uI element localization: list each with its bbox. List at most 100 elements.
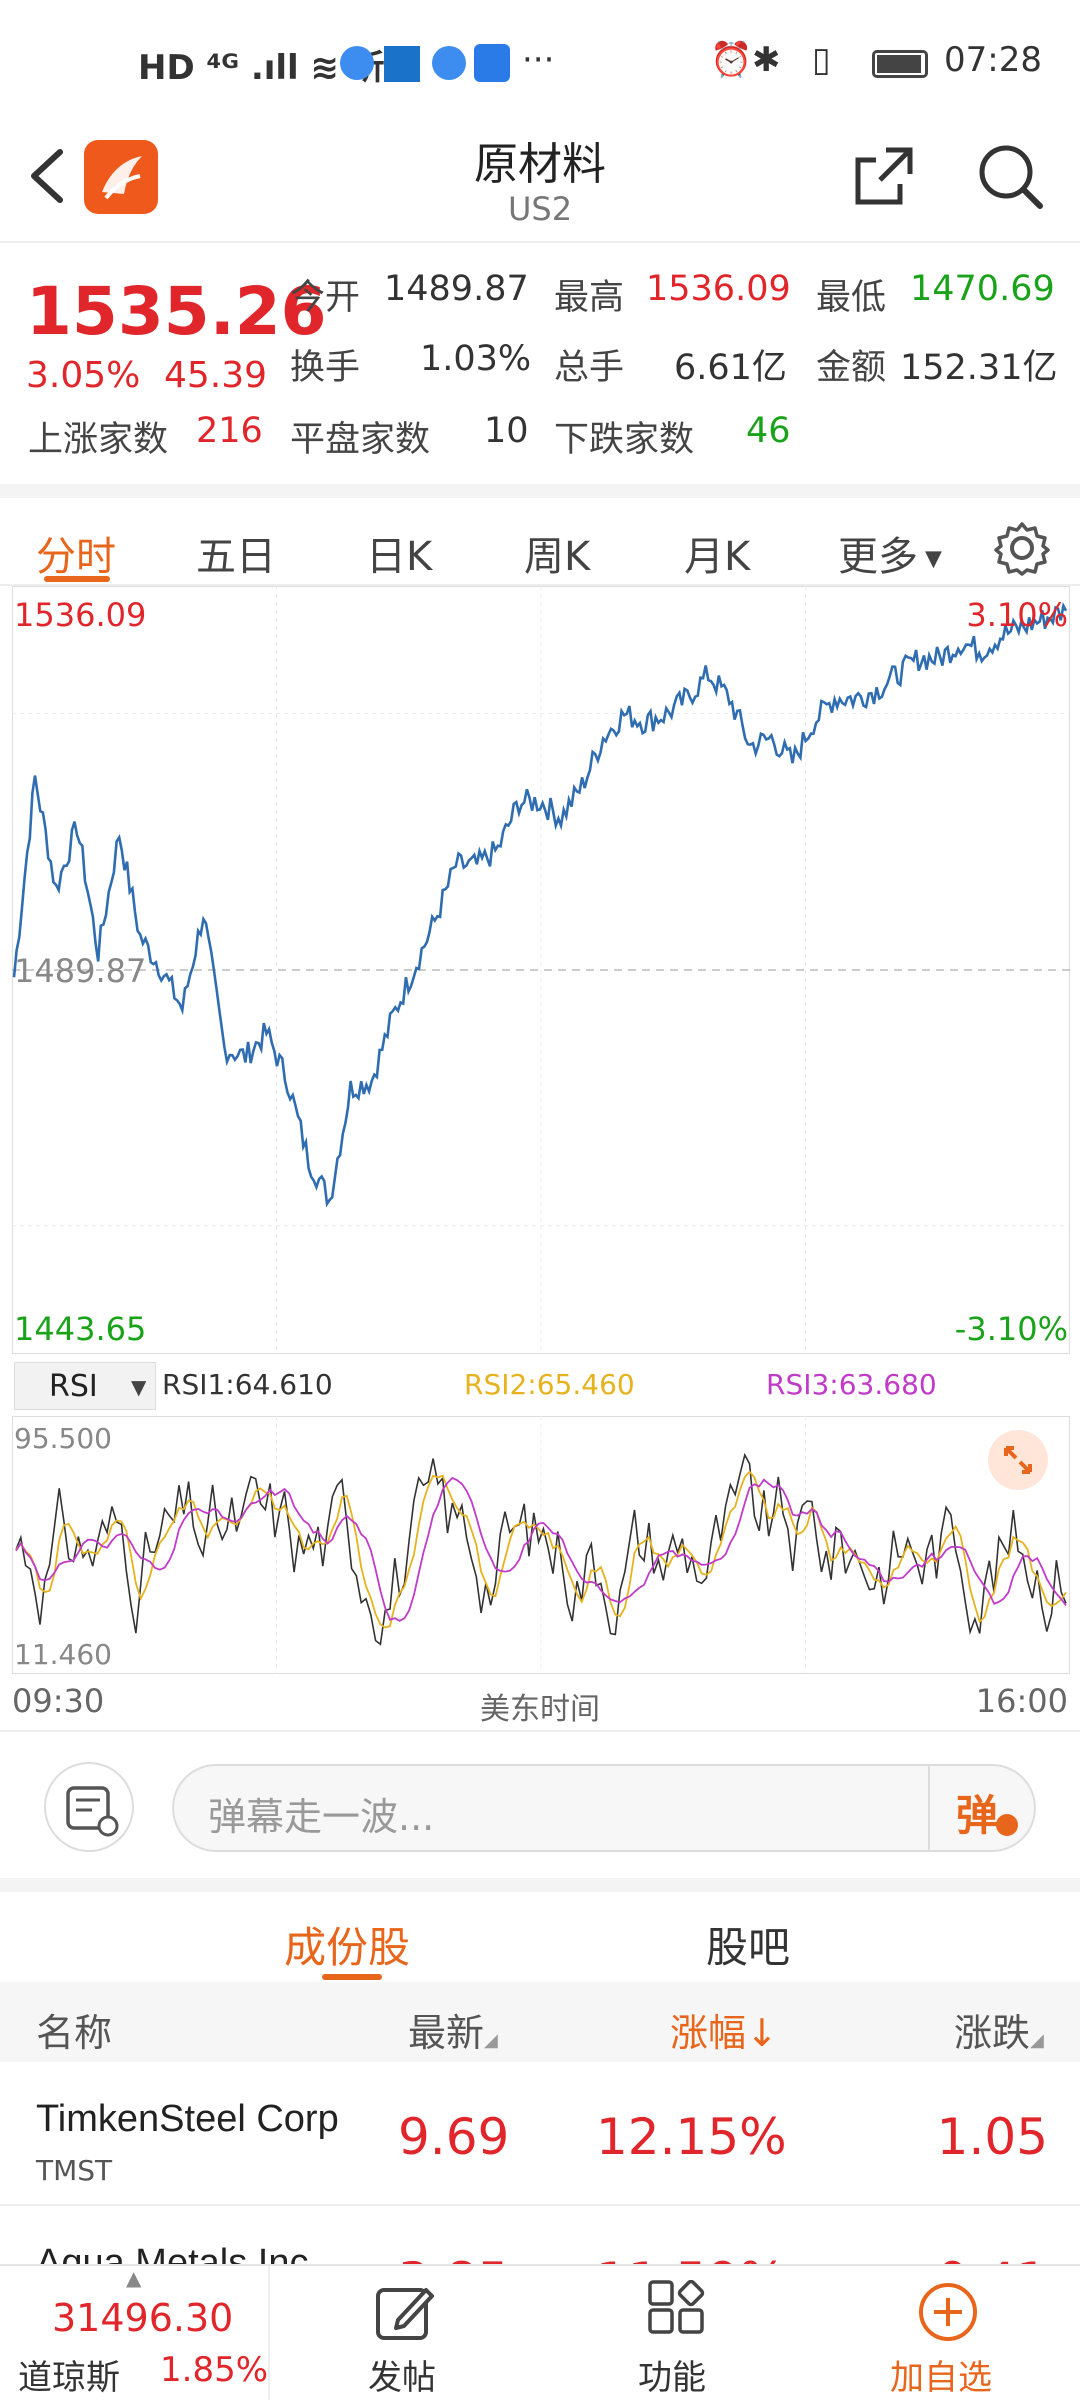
page-title: 原材料 [474, 139, 606, 190]
column-change-percent-label: 涨幅 [670, 2011, 747, 2055]
stock-code: TMST [36, 2154, 113, 2187]
tab-components[interactable]: 成份股 [284, 1923, 411, 1972]
functions-label: 功能 [638, 2358, 706, 2398]
alarm-icon: ⏰ [710, 40, 753, 80]
functions-button[interactable]: 功能 [580, 2266, 770, 2400]
app-logo [84, 140, 158, 214]
add-watchlist-button[interactable]: 加自选 [860, 2266, 1060, 2400]
vibrate-icon: ▯ [812, 40, 831, 80]
app-header: 原材料 US2 [0, 128, 1080, 243]
expand-chart-icon[interactable] [988, 1430, 1048, 1490]
tab-monthly-k[interactable]: 月K [684, 534, 751, 580]
danmu-settings-icon [66, 1786, 119, 1837]
app-notification-icon [432, 46, 466, 80]
bottom-nav: ▲ 31496.30 道琼斯 1.85% 发帖 功能 加自选 [0, 2264, 1080, 2400]
active-tab-indicator [322, 1974, 382, 1980]
volume-value: 6.61亿 [674, 348, 787, 388]
app-notification-icon [384, 46, 420, 82]
rsi-chart: 95.500 11.460 [12, 1416, 1070, 1674]
indicator-selector[interactable]: RSI ▼ [14, 1362, 156, 1410]
bluetooth-icon: ✱ [752, 40, 781, 80]
stock-name: TimkenSteel Corp [36, 2098, 339, 2140]
settings-gear-icon[interactable] [994, 520, 1050, 576]
stock-change: 1.05 [936, 2108, 1048, 2166]
rsi2-value: RSI2:65.460 [464, 1368, 635, 1401]
chart-bottom-value: 1443.65 [14, 1310, 147, 1348]
flat-count-label: 平盘家数 [290, 420, 431, 460]
column-name: 名称 [36, 2011, 113, 2055]
more-notifications-icon: ··· [522, 40, 555, 80]
column-change-label: 涨跌 [954, 2011, 1031, 2055]
intraday-chart-svg [12, 586, 1070, 1354]
change-percent: 3.05% [26, 355, 141, 396]
table-row[interactable]: TimkenSteel Corp TMST 9.69 12.15% 1.05 [0, 2062, 1080, 2206]
intraday-chart: 1536.09 3.10% 1489.87 1443.65 -3.10% [12, 586, 1070, 1354]
post-button[interactable]: 发帖 [310, 2266, 500, 2400]
add-circle-icon [919, 2283, 977, 2341]
column-last-label: 最新 [408, 2011, 485, 2055]
change-amount: 45.39 [164, 355, 268, 396]
rsi3-line [15, 1476, 1067, 1622]
amount-label: 金额 [816, 348, 887, 388]
time-end: 16:00 [975, 1682, 1068, 1720]
amount-value: 152.31亿 [900, 348, 1058, 388]
grid-icon [648, 2280, 705, 2334]
turnover-value: 1.03% [420, 339, 532, 379]
danmu-bar: 弹幕走一波... 弹 [0, 1730, 1080, 1878]
index-ticker[interactable]: ▲ 31496.30 道琼斯 1.85% [0, 2266, 270, 2400]
sort-triangle-icon: ◢ [484, 2030, 498, 2051]
column-change-percent[interactable]: 涨幅↓ [670, 2002, 778, 2057]
open-value: 1489.87 [384, 269, 529, 309]
turnover-label: 换手 [290, 348, 361, 388]
column-change[interactable]: 涨跌◢ [954, 2002, 1044, 2057]
chart-top-value: 1536.09 [14, 596, 147, 634]
rsi3-value: RSI3:63.680 [766, 1368, 937, 1401]
rsi-top-value: 95.500 [14, 1422, 112, 1455]
danmu-settings-button[interactable] [44, 1762, 134, 1852]
down-count: 46 [746, 411, 791, 451]
tab-more[interactable]: 更多 ▼ [838, 524, 942, 582]
low-value: 1470.69 [910, 269, 1055, 309]
current-price: 1535.26 [26, 273, 327, 350]
tab-weekly-k[interactable]: 周K [524, 534, 591, 580]
expand-up-icon: ▲ [126, 2266, 142, 2290]
battery-icon [872, 50, 928, 78]
flat-count: 10 [484, 411, 529, 451]
back-arrow-icon[interactable] [24, 146, 68, 206]
rsi-bottom-value: 11.460 [14, 1638, 112, 1671]
tab-more-label: 更多 [838, 534, 918, 580]
rsi1-line [15, 1452, 1067, 1646]
clock: 07:28 [944, 40, 1042, 80]
app-notification-icon [340, 46, 374, 80]
high-value: 1536.09 [646, 269, 791, 309]
edit-icon [376, 2288, 434, 2340]
tab-forum[interactable]: 股吧 [706, 1923, 791, 1972]
up-count-label: 上涨家数 [28, 420, 169, 460]
rsi-header: RSI ▼ RSI1:64.610 RSI2:65.460 RSI3:63.68… [0, 1358, 1080, 1416]
up-count: 216 [196, 411, 263, 451]
page-subtitle: US2 [507, 190, 573, 228]
quote-panel: 1535.26 3.05% 45.39 上涨家数 216 今开 1489.87 … [0, 243, 1080, 484]
low-label: 最低 [816, 278, 887, 318]
time-axis: 09:30 美东时间 16:00 [0, 1680, 1080, 1728]
rsi2-line [15, 1470, 1067, 1629]
tab-intraday[interactable]: 分时 [36, 534, 116, 580]
chart-reference-value: 1489.87 [14, 952, 147, 990]
high-label: 最高 [554, 278, 625, 318]
share-icon[interactable] [852, 144, 916, 208]
dropdown-triangle-icon: ▼ [131, 1375, 147, 1399]
search-icon[interactable] [974, 140, 1046, 212]
stock-change-percent: 12.15% [596, 2108, 787, 2166]
components-tabs: 成份股 股吧 [0, 1878, 1080, 1982]
timezone-label: 美东时间 [480, 1692, 600, 1727]
indicator-selector-label: RSI [49, 1369, 98, 1404]
danmu-input[interactable]: 弹幕走一波... 弹 [172, 1764, 1036, 1852]
add-watchlist-label: 加自选 [890, 2358, 992, 2398]
column-last[interactable]: 最新◢ [408, 2002, 498, 2057]
tab-five-day[interactable]: 五日 [196, 534, 276, 580]
rsi1-value: RSI1:64.610 [162, 1368, 333, 1401]
tab-daily-k[interactable]: 日K [366, 534, 433, 580]
index-percent: 1.85% [160, 2350, 269, 2390]
app-notification-icon [474, 44, 510, 82]
danmu-send-button[interactable]: 弹 [928, 1766, 1034, 1850]
